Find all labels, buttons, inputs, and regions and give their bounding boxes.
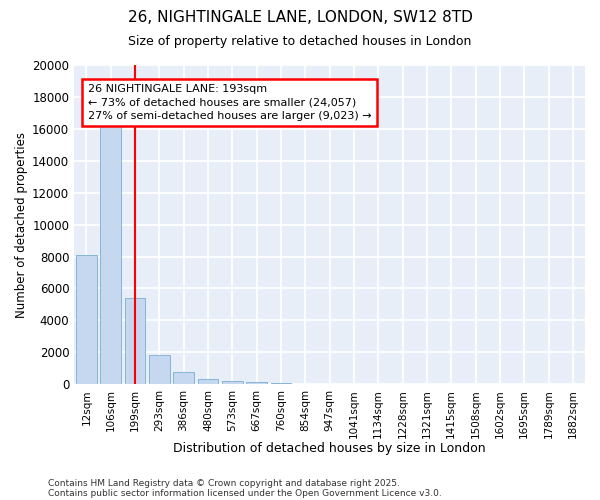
Bar (76, 255, 97, 384)
Y-axis label: Number of detached properties: Number of detached properties (15, 132, 28, 318)
Text: Size of property relative to detached houses in London: Size of property relative to detached ho… (128, 35, 472, 48)
Bar (125, 298, 145, 384)
Bar (246, 382, 267, 384)
Bar (222, 381, 242, 384)
Bar (173, 372, 194, 384)
Text: Contains public sector information licensed under the Open Government Licence v3: Contains public sector information licen… (48, 488, 442, 498)
Bar (197, 378, 218, 384)
Text: 26 NIGHTINGALE LANE: 193sqm
← 73% of detached houses are smaller (24,057)
27% of: 26 NIGHTINGALE LANE: 193sqm ← 73% of det… (88, 84, 371, 120)
X-axis label: Distribution of detached houses by size in London: Distribution of detached houses by size … (173, 442, 486, 455)
Text: Contains HM Land Registry data © Crown copyright and database right 2025.: Contains HM Land Registry data © Crown c… (48, 478, 400, 488)
Text: 26, NIGHTINGALE LANE, LONDON, SW12 8TD: 26, NIGHTINGALE LANE, LONDON, SW12 8TD (128, 10, 472, 25)
Bar (149, 356, 170, 384)
Bar (100, 118, 121, 384)
